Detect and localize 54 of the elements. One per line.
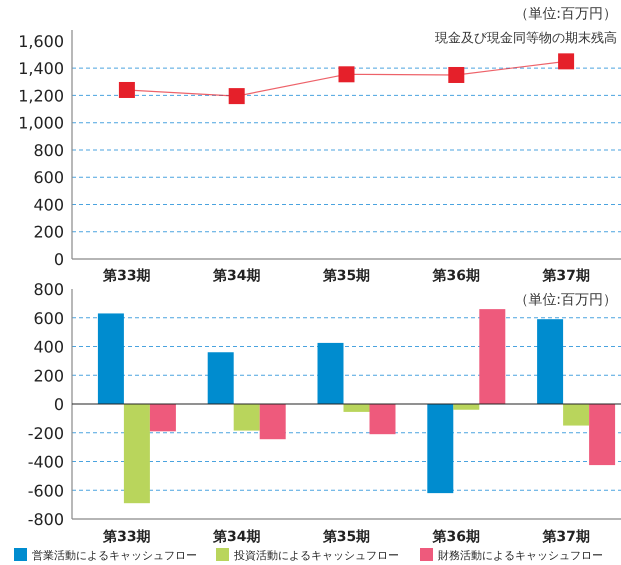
legend-label: 財務活動によるキャッシュフロー	[438, 549, 603, 562]
bar	[589, 404, 616, 466]
bar	[150, 404, 176, 432]
bar	[260, 404, 286, 440]
bar	[479, 309, 506, 404]
bar	[563, 404, 590, 426]
legend-label: 投資活動によるキャッシュフロー	[233, 549, 399, 562]
bar	[427, 404, 454, 494]
y-tick-label: -200	[28, 424, 64, 443]
x-tick-label: 第33期	[102, 529, 151, 545]
bar	[98, 313, 124, 404]
bar	[344, 404, 370, 412]
x-tick-label: 第37期	[541, 268, 590, 284]
point	[558, 53, 574, 70]
y-tick-label: 200	[33, 222, 64, 242]
y-tick-label: 0	[54, 250, 64, 269]
y-tick-label: 600	[33, 308, 64, 328]
y-tick-label: -600	[28, 481, 64, 500]
x-tick-label: 第36期	[432, 529, 480, 545]
x-tick-label: 第35期	[322, 529, 370, 545]
bar	[370, 404, 396, 434]
y-tick-label: 1,000	[18, 114, 64, 133]
x-tick-label: 第33期	[102, 268, 151, 284]
annotation: （単位:百万円）	[514, 292, 617, 308]
y-tick-label: 400	[33, 195, 64, 214]
point	[228, 88, 245, 104]
y-tick-label: 0	[54, 395, 64, 414]
point	[338, 66, 354, 82]
text: （単位:百万円）	[514, 6, 617, 22]
bar	[208, 352, 234, 404]
y-tick-label: -400	[28, 452, 64, 472]
y-tick-label: 1,400	[18, 59, 64, 78]
y-tick-label: 600	[33, 168, 64, 188]
bar	[124, 404, 150, 504]
x-tick-label: 第35期	[322, 268, 370, 284]
point	[448, 66, 464, 83]
y-tick-label: -800	[28, 510, 64, 529]
y-tick-label: 200	[33, 366, 64, 386]
x-tick-label: 第37期	[541, 529, 590, 545]
y-tick-label: 800	[33, 140, 64, 160]
x-tick-label: 第34期	[212, 268, 260, 284]
y-tick-label: 1,200	[18, 86, 64, 106]
x-tick-label: 第36期	[432, 268, 480, 284]
bar	[318, 342, 344, 404]
legend-label: 営業活動によるキャッシュフロー	[32, 549, 197, 562]
y-tick-label: 1,600	[18, 32, 64, 51]
bar	[453, 404, 480, 410]
bar	[537, 319, 564, 404]
y-tick-label: 800	[33, 280, 64, 299]
x-tick-label: 第34期	[212, 529, 260, 545]
point	[118, 82, 135, 98]
series-label: 現金及び現金同等物の期末残高	[435, 30, 617, 46]
bar	[234, 404, 260, 431]
y-tick-label: 400	[33, 338, 64, 356]
